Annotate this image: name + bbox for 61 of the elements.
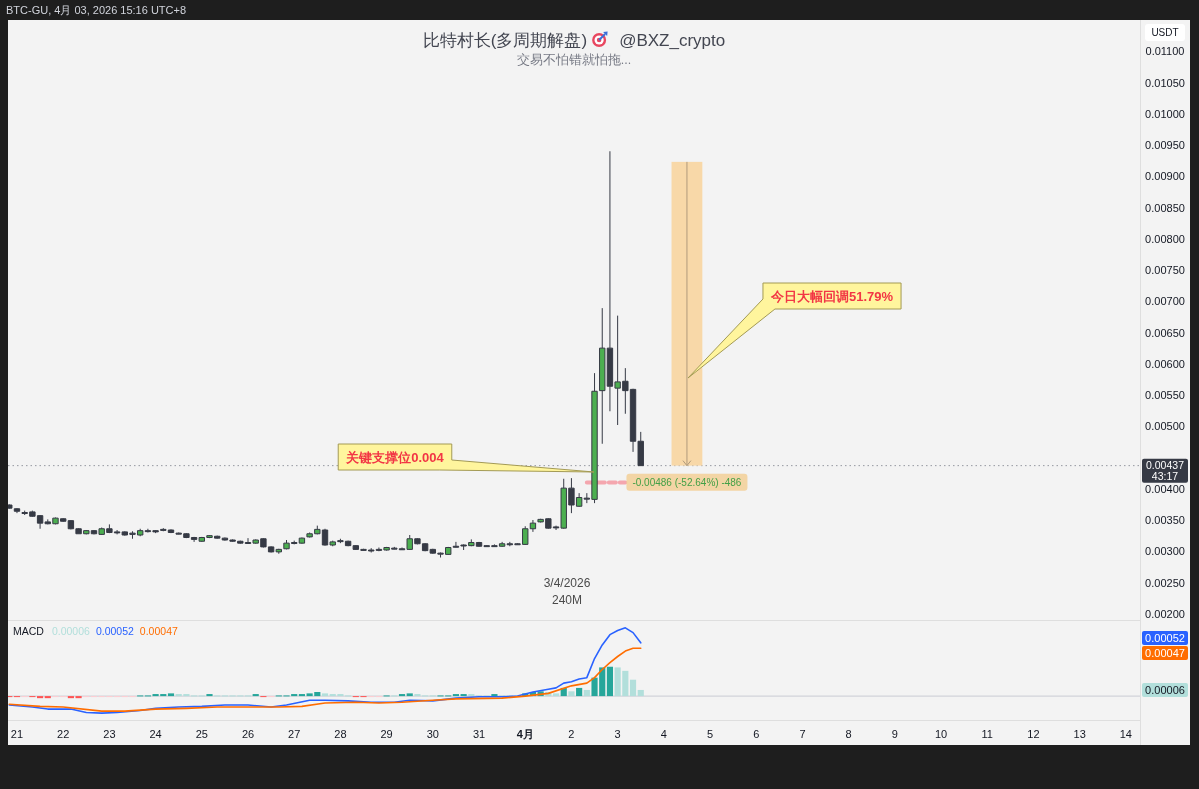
y-tick-label: 0.00300 (1145, 545, 1185, 558)
text: 比特村长(多周期解盘) (422, 31, 588, 50)
y-tick-label: 0.00400 (1145, 482, 1185, 495)
x-tick-label: 2 (568, 728, 575, 740)
x-tick-label: 5 (706, 728, 714, 740)
x-tick-label: 29 (380, 728, 393, 740)
x-tick-label: 26 (241, 728, 255, 740)
x-tick-label: 12 (1027, 728, 1040, 740)
x-tick-label: 21 (10, 728, 24, 740)
y-tick-label: 0.00700 (1145, 295, 1185, 308)
text: 0.00006 (1145, 683, 1185, 696)
text: 交易不怕错就怕拖... (516, 52, 632, 67)
y-tick-label: 0.00850 (1145, 201, 1185, 214)
x-tick-label: 11 (981, 728, 993, 740)
x-tick-label: 4月 (516, 728, 534, 740)
text: 0.00052 (1145, 632, 1185, 645)
y-tick-label: 0.00350 (1145, 514, 1185, 526)
x-tick-label: 8 (845, 728, 852, 740)
text: BTC-GU, 4月 03, 2026 15:16 UTC+8 (6, 4, 187, 16)
annotation: @BXZ_crypto (619, 31, 726, 50)
x-tick-label: 24 (149, 728, 162, 740)
y-tick-label: 0.00750 (1145, 264, 1185, 276)
x-tick-label: 28 (334, 728, 347, 740)
y-tick-label: 0.01100 (1145, 45, 1185, 58)
x-tick-label: 10 (934, 728, 948, 740)
y-tick-label: 0.00650 (1145, 326, 1185, 339)
x-tick-label: 22 (57, 728, 70, 740)
y-tick-label: 0.00800 (1145, 232, 1185, 245)
x-tick-label: 9 (891, 728, 898, 740)
y-tick-label: 0.00950 (1145, 139, 1185, 151)
x-tick-label: 25 (195, 728, 208, 740)
y-tick-label: 0.00900 (1145, 170, 1185, 183)
annotation: 今日大幅回调51.79% (769, 288, 894, 304)
annotation: 0.00006 (51, 625, 91, 637)
y-tick-label: 0.01000 (1145, 107, 1185, 120)
y-tick-label: 0.00200 (1145, 607, 1185, 620)
y-axis-title: USDT (1151, 27, 1179, 38)
y-tick-label: 0.00500 (1145, 420, 1185, 433)
x-tick-label: 14 (1119, 728, 1133, 740)
ref-line-label: 0.00437 43:17 (1146, 459, 1185, 482)
text: 0.00047 (1145, 647, 1185, 660)
annotation: 关键支撑位0.004 (345, 449, 445, 465)
x-tick-label: 3 (614, 728, 621, 740)
data-label: -0.00486 (-52.64%) -486 (632, 477, 742, 489)
x-tick-label: 6 (753, 728, 760, 740)
y-tick-label: 0.00600 (1145, 357, 1185, 370)
annotation: 0.00052 (95, 625, 135, 637)
y-tick-label: 0.00250 (1145, 576, 1185, 589)
annotation: 3/4/2026 (543, 576, 591, 590)
x-tick-label: 27 (288, 728, 301, 740)
x-tick-label: 13 (1073, 728, 1086, 740)
x-tick-label: 30 (426, 728, 439, 740)
x-tick-label: 7 (799, 728, 806, 740)
annotation: 0.00047 (139, 625, 178, 637)
y-tick-label: 0.01050 (1145, 76, 1185, 89)
x-tick-label: 23 (103, 728, 116, 740)
x-tick-label: 31 (472, 728, 486, 740)
annotation: 240M (551, 593, 583, 607)
y-tick-label: 0.00550 (1145, 389, 1185, 401)
chart-title: MACD (13, 625, 45, 637)
x-tick-label: 4 (660, 728, 667, 740)
